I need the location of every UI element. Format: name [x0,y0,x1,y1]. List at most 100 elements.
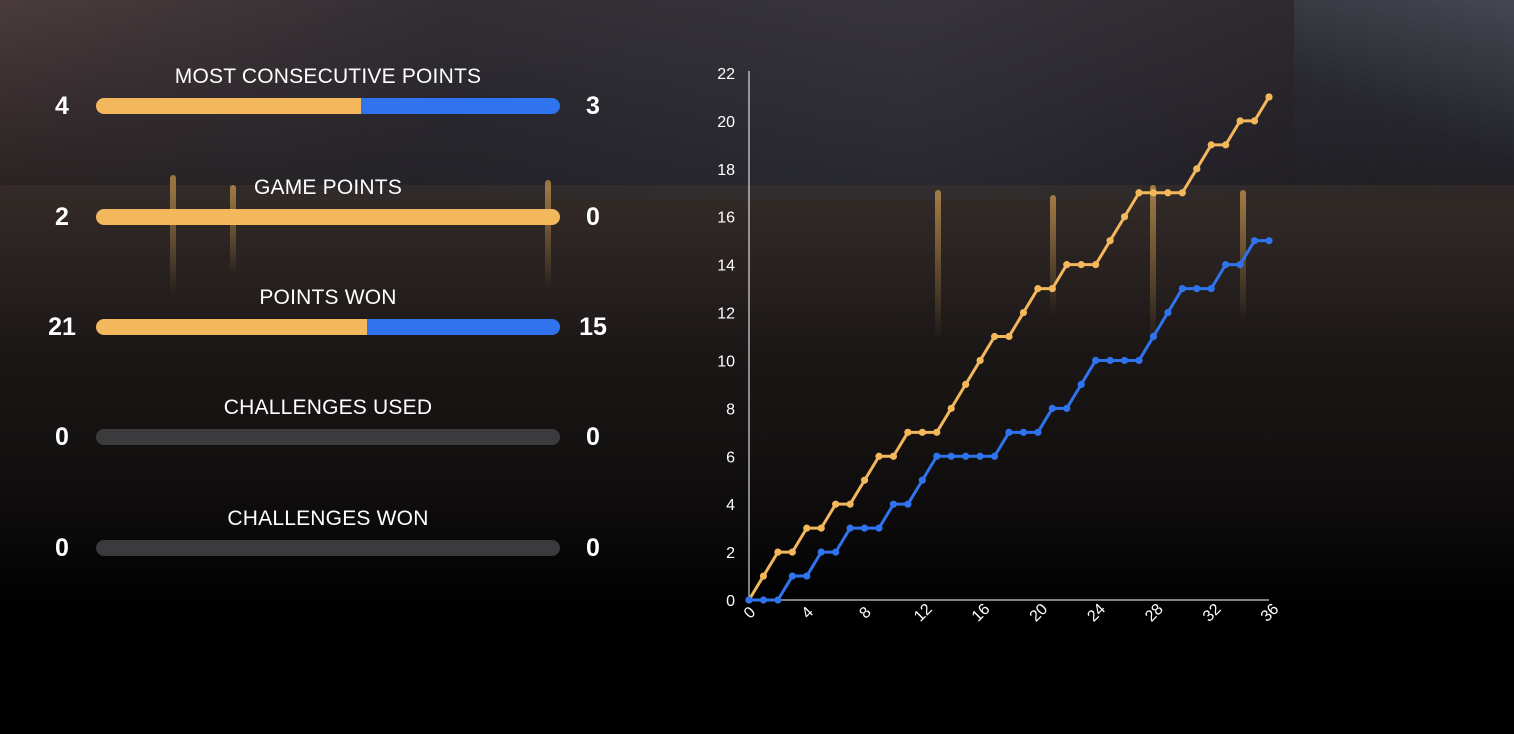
data-point [990,452,999,460]
data-point [860,476,869,484]
series-line [747,96,1271,601]
data-point [745,596,753,604]
stat-points-won: POINTS WON 21 15 [0,286,660,366]
data-point [1092,356,1100,365]
y-tick-label: 20 [717,114,735,131]
data-point [846,524,854,532]
background-light-reflection [230,185,236,275]
data-point [1077,380,1085,389]
data-point [817,524,825,532]
background-light-reflection [1240,190,1246,320]
data-point [1063,261,1071,269]
stat-title: CHALLENGES USED [223,396,433,419]
data-point [788,572,796,580]
data-point [1135,356,1143,365]
data-point [990,332,999,341]
data-point [976,356,984,365]
data-point [904,428,912,436]
data-point [947,404,955,412]
data-point [1005,332,1013,341]
bar-left-fill [96,98,362,114]
data-point [1265,93,1273,101]
data-point [759,596,768,604]
data-point [933,428,941,436]
y-tick-label: 18 [717,162,735,179]
data-point [1135,189,1143,197]
data-point [1193,284,1201,293]
data-point [774,548,782,556]
x-tick-label: 4 [799,604,817,622]
x-tick-label: 32 [1200,601,1225,626]
stat-game-points: GAME POINTS 2 0 [0,176,660,256]
data-point [962,452,970,460]
stat-right-value: 0 [586,203,600,231]
data-point [976,452,984,460]
data-point [1048,284,1056,293]
series-line [749,239,1269,602]
bar-left-fill [96,209,560,225]
stat-comparison-bar [96,319,560,335]
data-point [832,548,840,556]
y-tick-label: 22 [717,66,735,83]
data-point [832,500,840,508]
data-point [904,500,912,508]
stat-left-value: 2 [55,203,69,231]
data-point [1120,213,1129,221]
data-point [1149,332,1158,341]
data-point [1178,284,1186,293]
data-point [962,380,970,389]
y-tick-label: 14 [717,258,735,275]
y-tick-label: 4 [726,497,735,514]
data-point [1120,356,1129,365]
stat-left-value: 21 [48,313,76,341]
data-point [1250,117,1259,125]
stat-title: GAME POINTS [253,176,403,199]
x-tick-label: 0 [741,604,759,622]
stat-title: MOST CONSECUTIVE POINTS [174,65,482,88]
data-point [918,476,926,484]
data-point [947,452,955,460]
stat-left-value: 0 [55,423,69,451]
x-tick-label: 20 [1027,601,1052,626]
data-point [1222,141,1230,149]
data-point [1164,189,1172,197]
data-point [803,524,811,532]
data-point [875,452,883,460]
data-point [1265,237,1273,245]
stat-title: POINTS WON [259,286,397,309]
stat-title: CHALLENGES WON [227,507,429,530]
y-tick-label: 16 [717,210,735,227]
background-light-reflection [935,190,941,340]
y-tick-label: 8 [726,401,735,418]
data-point [1236,117,1244,125]
background-light-reflection [1150,185,1156,345]
background-light-reflection [1050,195,1056,315]
data-point [1207,141,1215,149]
data-point [1178,189,1186,197]
data-point [803,572,811,580]
stat-left-value: 0 [55,534,69,562]
y-tick-label: 2 [726,545,735,562]
y-tick-label: 6 [726,449,735,466]
stat-right-value: 0 [586,534,600,562]
stat-right-value: 15 [579,313,607,341]
stat-right-value: 0 [586,423,600,451]
match-stats-panel: MOST CONSECUTIVE POINTS 4 3 GAME POINTS … [0,0,660,734]
data-point [1106,356,1114,365]
data-point [817,548,825,556]
data-point [875,524,883,532]
data-point [1063,404,1071,412]
data-point [1005,428,1013,436]
data-point [933,452,941,460]
data-point [1250,237,1259,245]
data-point [1034,284,1042,293]
x-tick-label: 36 [1258,601,1283,626]
x-tick-label: 12 [911,601,936,626]
bar-left-fill [96,319,367,335]
data-point [918,428,926,436]
data-point [1092,261,1100,269]
data-point [1077,261,1085,269]
background-bridge [1294,0,1514,190]
stat-comparison-bar [96,540,560,556]
stat-comparison-bar [96,98,560,114]
